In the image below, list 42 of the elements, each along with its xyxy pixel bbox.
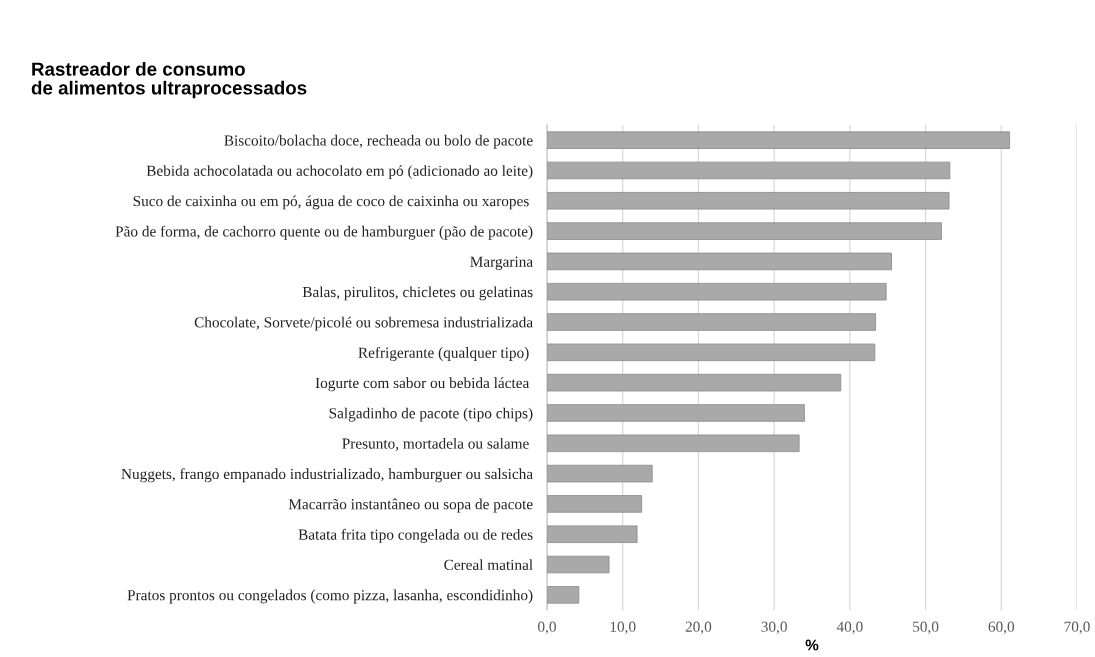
y-tick-label: Cereal matinal bbox=[444, 559, 533, 570]
x-tick-label: 60,0 bbox=[988, 621, 1015, 635]
y-tick-label: Chocolate, Sorvete/picolé ou sobremesa industrializada bbox=[194, 316, 533, 331]
y-tick-label: Suco de caixinha ou em pó, água de coco de caixinha ou xaropes bbox=[133, 195, 529, 210]
y-tick-label: Iogurte com sabor ou bebida láctea bbox=[315, 377, 530, 392]
y-tick-label: Salgadinho de pacote (tipo chips) bbox=[329, 407, 533, 422]
y-tick-label: Pratos prontos ou congelados (como pizza, lasanha, escondidinho) bbox=[127, 589, 533, 604]
bar bbox=[547, 586, 580, 604]
y-tick-label: Macarrão instantâneo ou sopa de pacote bbox=[288, 498, 533, 513]
text: Rastreador de consumo de alimentos ultraprocessados bbox=[31, 62, 307, 99]
y-tick-label: Balas, pirulitos, chicletes ou gelatinas bbox=[302, 286, 533, 301]
y-tick-label: Pão de forma, de cachorro quente ou de hamburguer (pão de pacote) bbox=[115, 225, 533, 240]
bar bbox=[547, 434, 800, 453]
bar bbox=[547, 495, 643, 513]
x-tick-label: 20,0 bbox=[685, 621, 712, 635]
y-tick-label: Nuggets, frango empanado industrializado, hamburguer ou salsicha bbox=[121, 468, 533, 483]
bar bbox=[547, 131, 1011, 149]
x-tick-label: 0,0 bbox=[538, 621, 556, 635]
bar bbox=[547, 192, 950, 210]
bar bbox=[547, 252, 892, 271]
x-tick-label: 50,0 bbox=[913, 621, 939, 635]
x-tick-label: 10,0 bbox=[610, 621, 636, 635]
bar bbox=[547, 464, 653, 483]
y-tick-label: Biscoito/bolacha doce, recheada ou bolo de pacote bbox=[224, 134, 533, 149]
bar bbox=[547, 161, 951, 180]
bar bbox=[547, 525, 638, 543]
bar bbox=[547, 313, 877, 331]
x-tick-label: 30,0 bbox=[761, 621, 787, 635]
x-axis-title: % bbox=[805, 639, 819, 651]
bar bbox=[547, 343, 876, 362]
x-tick-label: 70,0 bbox=[1064, 621, 1090, 635]
bar bbox=[547, 282, 887, 301]
y-tick-label: Bebida achocolatada ou achocolato em pó (adicionado ao leite) bbox=[146, 165, 533, 180]
x-tick-label: 40,0 bbox=[836, 621, 863, 635]
y-tick-label: Refrigerante (qualquer tipo) bbox=[358, 346, 529, 362]
bar bbox=[547, 222, 942, 240]
y-tick-label: Batata frita tipo congelada ou de redes bbox=[298, 528, 533, 543]
bar bbox=[547, 404, 805, 422]
y-tick-label: Margarina bbox=[470, 256, 533, 270]
bar bbox=[547, 373, 842, 392]
y-tick-label: Presunto, mortadela ou salame bbox=[342, 437, 529, 451]
bar bbox=[547, 555, 610, 574]
